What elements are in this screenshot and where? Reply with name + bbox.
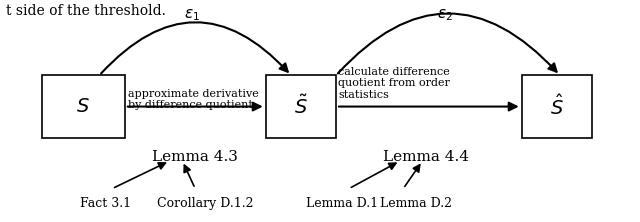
Text: approximate derivative
by difference quotient: approximate derivative by difference quo…: [128, 89, 259, 110]
FancyBboxPatch shape: [266, 75, 336, 138]
Text: Lemma 4.4: Lemma 4.4: [383, 149, 468, 164]
FancyBboxPatch shape: [42, 75, 125, 138]
Text: $\hat{S}$: $\hat{S}$: [550, 94, 564, 119]
Text: Lemma D.2: Lemma D.2: [380, 197, 452, 210]
Text: $\epsilon_1$: $\epsilon_1$: [184, 8, 200, 23]
Text: $\epsilon_2$: $\epsilon_2$: [437, 8, 452, 23]
Text: Lemma D.1: Lemma D.1: [307, 197, 378, 210]
Text: calculate difference
quotient from order
statistics: calculate difference quotient from order…: [338, 67, 450, 100]
Text: Lemma 4.3: Lemma 4.3: [152, 149, 238, 164]
Text: Corollary D.1.2: Corollary D.1.2: [157, 197, 253, 210]
Text: t side of the threshold.: t side of the threshold.: [6, 4, 166, 18]
FancyBboxPatch shape: [522, 75, 592, 138]
Text: Fact 3.1: Fact 3.1: [80, 197, 131, 210]
Text: $S$: $S$: [76, 97, 90, 116]
Text: $\tilde{S}$: $\tilde{S}$: [294, 95, 308, 118]
